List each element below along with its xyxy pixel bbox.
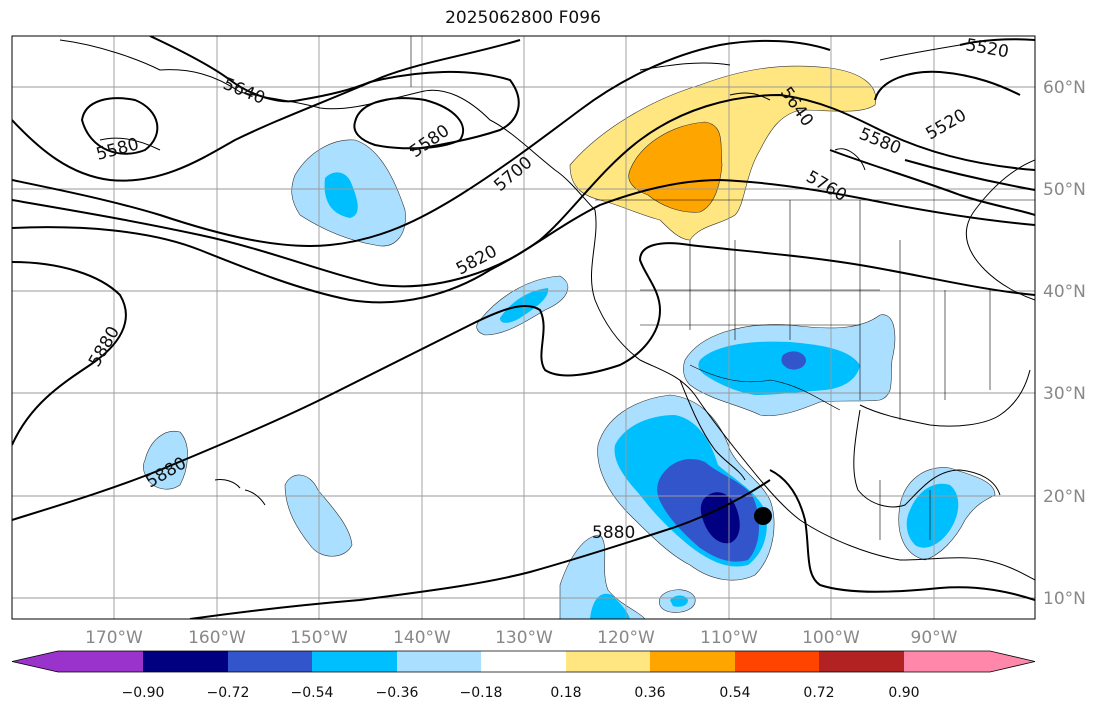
colorbar-swatch	[735, 651, 819, 672]
negative-anomaly-gulf-alaska-core	[324, 172, 358, 218]
borders	[410, 36, 1035, 540]
colorbar-tick-label: −0.36	[376, 685, 419, 701]
colorbar-tick-label: −0.72	[207, 685, 250, 701]
map-title: 2025062800 F096	[445, 8, 601, 28]
colorbar-tick-label: 0.90	[888, 685, 919, 701]
contour-label: 5880	[592, 523, 635, 543]
lon-label: 140°W	[393, 628, 451, 648]
lat-label: 40°N	[1043, 282, 1086, 302]
colorbar-labels: −0.90 −0.72 −0.54 −0.36 −0.18 0.18 0.36 …	[122, 685, 920, 701]
latitude-labels: 60°N 50°N 40°N 30°N 20°N 10°N	[1043, 78, 1086, 609]
lon-label: 160°W	[188, 628, 246, 648]
lon-label: 150°W	[290, 628, 348, 648]
lat-label: 20°N	[1043, 487, 1086, 507]
colorbar-extend-high	[990, 651, 1035, 672]
negative-anomaly-hawaii-east	[284, 474, 353, 557]
storm-marker	[754, 507, 772, 525]
lon-label: 110°W	[700, 628, 758, 648]
lat-label: 10°N	[1043, 589, 1086, 609]
colorbar-swatch	[397, 651, 481, 672]
lon-label: 170°W	[85, 628, 143, 648]
colorbar-swatch	[312, 651, 397, 672]
lon-label: 90°W	[911, 628, 958, 648]
lat-label: 30°N	[1043, 384, 1086, 404]
lon-label: 120°W	[597, 628, 655, 648]
colorbar-swatch	[650, 651, 735, 672]
lat-label: 60°N	[1043, 78, 1086, 98]
lat-label: 50°N	[1043, 180, 1086, 200]
colorbar-swatch	[904, 651, 990, 672]
lon-label: 130°W	[495, 628, 553, 648]
negative-anomaly-mexico-pacific-core	[700, 492, 740, 544]
colorbar-swatch	[228, 651, 312, 672]
map-frame	[11, 35, 1036, 620]
colorbar-extend-low	[12, 651, 58, 672]
colorbar-swatch	[481, 651, 566, 672]
colorbar-tick-label: −0.54	[291, 685, 334, 701]
longitude-labels: 170°W 160°W 150°W 140°W 130°W 120°W 110°…	[85, 628, 958, 648]
height-contours	[12, 36, 1035, 619]
colorbar-swatch	[143, 651, 228, 672]
anomaly-shading	[143, 65, 996, 619]
negative-anomaly-hawaii-west	[143, 430, 188, 490]
colorbar-tick-label: −0.18	[460, 685, 503, 701]
colorbar-tick-label: 0.72	[803, 685, 834, 701]
colorbar-swatch	[566, 651, 650, 672]
colorbar-tick-label: −0.90	[122, 685, 165, 701]
negative-anomaly-southwest-mid	[698, 341, 860, 395]
colorbar-tick-label: 0.54	[719, 685, 750, 701]
gridlines	[12, 36, 1035, 619]
colorbar-tick-label: 0.18	[550, 685, 581, 701]
negative-anomaly-yucatan-core	[906, 483, 959, 548]
negative-anomaly-south-pacific-core	[590, 593, 630, 619]
colorbar	[11, 650, 1036, 673]
colorbar-outline	[11, 650, 1036, 673]
negative-anomaly-southwest-core	[781, 351, 806, 370]
coastlines	[59, 39, 1035, 581]
colorbar-tick-label: 0.36	[634, 685, 665, 701]
colorbar-swatch	[58, 651, 143, 672]
colorbar-swatch	[819, 651, 904, 672]
lon-label: 100°W	[802, 628, 860, 648]
positive-anomaly-light	[569, 65, 877, 241]
